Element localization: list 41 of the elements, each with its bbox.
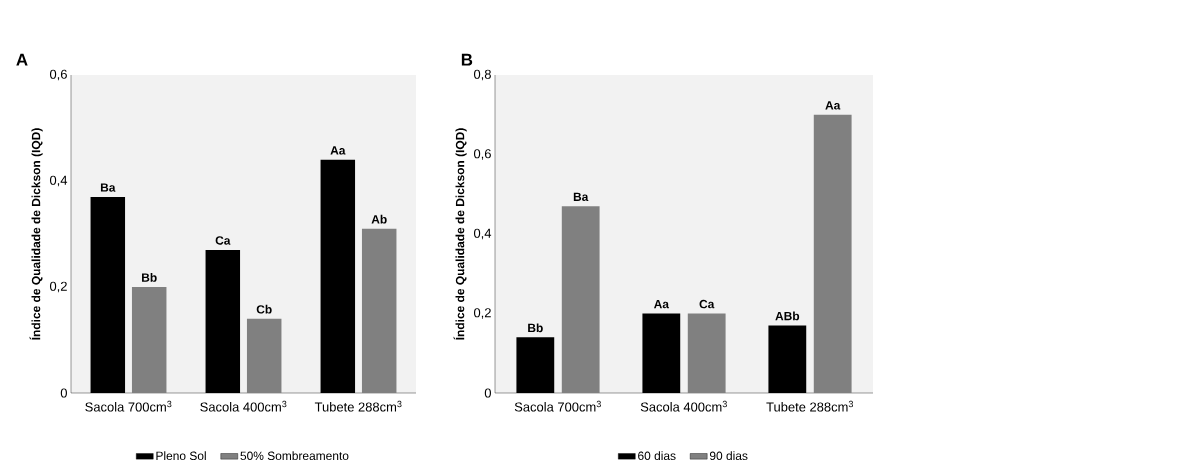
data-label: Ab [371,214,387,224]
x-tick-label: Sacola 400cm$^{3}$ [200,400,287,412]
legend-label: 90 dias [709,451,748,461]
data-label: Cb [256,304,272,314]
x-tick-label: Tubete 288cm$^{3}$ [766,400,854,412]
data-label: Ca [215,236,231,245]
bar [687,313,726,393]
data-label: Aa [330,146,346,155]
data-label: Ba [100,183,116,192]
x-tick-label: Sacola 700cm$^{3}$ [514,400,601,412]
y-tick-label: 0,8 [473,69,491,81]
data-label: ABb [775,311,800,321]
chart-title: A [16,53,28,66]
bar [361,228,397,393]
data-label: Bb [528,323,543,333]
y-tick-label: 0,6 [49,69,67,81]
data-label: Aa [653,299,670,309]
y-tick-label: 0,4 [473,228,492,240]
data-label: Ca [699,299,715,309]
bar [813,114,852,393]
chart-title: B [461,53,473,66]
x-tick-label: Sacola 400cm$^{3}$ [640,400,727,412]
legend-label: Pleno Sol [156,451,206,461]
bar [246,318,282,393]
x-tick-label: Sacola 700cm$^{3}$ [85,400,172,412]
legend-label: 60 dias [638,451,676,461]
legend-label: 50% Sombreamento [240,451,349,461]
y-tick-label: 0 [60,388,67,398]
y-tick-label: 0,6 [473,149,491,160]
data-label: Bb [142,273,157,282]
x-tick-label: Tubete 288cm$^{3}$ [314,400,402,412]
data-label: Aa [825,101,841,110]
data-label: Ba [573,192,589,201]
y-tick-label: 0,2 [49,281,67,293]
y-tick-label: 0,4 [49,175,68,187]
bar [131,287,167,393]
y-axis-title: Índice de Qualidade de Dickson (IQD) [453,128,467,340]
y-tick-label: 0,2 [473,308,491,319]
y-axis-title: Índice de Qualidade de Dickson (IQD) [29,128,43,340]
y-tick-label: 0 [484,388,491,398]
bar [561,206,600,393]
